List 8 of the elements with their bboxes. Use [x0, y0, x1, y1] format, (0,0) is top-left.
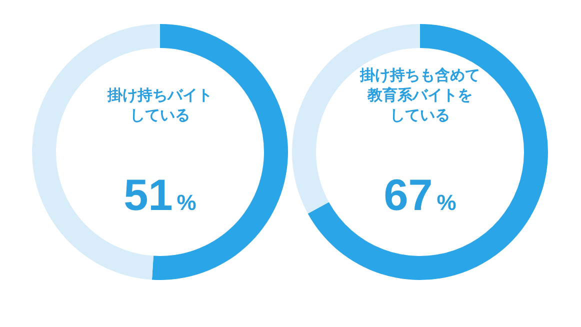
- text: している: [390, 106, 450, 124]
- donut-slice: [308, 24, 548, 280]
- text: 教育系バイトを: [366, 86, 472, 104]
- text: 掛け持ちも含めて: [359, 66, 480, 84]
- text: 掛け持ちバイト: [106, 86, 212, 104]
- data-label: 51%: [124, 171, 196, 220]
- data-label: 67%: [384, 171, 456, 220]
- text: している: [130, 106, 190, 124]
